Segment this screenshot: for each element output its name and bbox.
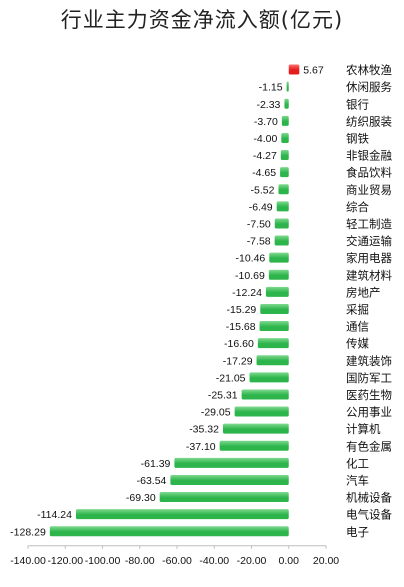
bar-8 [276,201,289,212]
x-tick-label-5: -40.00 [199,555,229,567]
category-label-9: 轻工制造 [346,217,392,231]
value-label-17: -17.29 [223,355,253,367]
bar-10 [274,235,289,246]
value-label-24: -63.54 [137,475,167,487]
bar-4 [281,132,289,143]
value-label-14: -15.29 [226,304,256,316]
bar-0 [288,64,300,75]
bar-20 [234,406,289,417]
category-label-0: 农林牧渔 [346,63,392,77]
value-label-1: -1.15 [259,82,283,94]
bar-15 [259,321,289,332]
bar-1 [286,81,289,92]
x-tick-label-2: -100.00 [85,555,121,567]
bar-26 [75,509,289,520]
bar-7 [278,184,289,195]
bar-27 [49,526,289,537]
value-label-8: -6.49 [249,201,273,213]
value-label-27: -128.29 [10,526,46,538]
bar-18 [249,372,289,383]
category-label-15: 通信 [346,320,369,334]
category-label-6: 食品饮料 [346,166,392,180]
bar-24 [170,474,289,485]
category-label-16: 传媒 [346,337,369,351]
bar-21 [222,423,289,434]
x-tick-label-1: -120.00 [47,555,83,567]
value-label-22: -37.10 [186,441,216,453]
value-label-11: -10.46 [235,253,265,265]
category-label-7: 商业贸易 [346,183,392,197]
category-label-1: 休闲服务 [346,80,392,94]
value-label-18: -21.05 [216,372,246,384]
value-label-26: -114.24 [37,509,72,521]
value-label-4: -4.00 [253,133,277,145]
value-label-15: -15.68 [226,321,256,333]
category-label-20: 公用事业 [346,405,392,419]
category-label-14: 采掘 [346,302,369,316]
bar-3 [281,115,289,126]
value-label-25: -69.30 [126,492,156,504]
value-label-7: -5.52 [251,184,275,196]
value-label-23: -61.39 [141,458,171,470]
bar-23 [174,457,289,468]
category-label-10: 交通运输 [346,234,392,248]
bar-22 [219,440,289,451]
bar-11 [269,252,289,263]
category-label-23: 化工 [346,456,369,470]
category-label-5: 非银金融 [346,149,392,163]
bar-19 [241,389,289,400]
value-label-9: -7.50 [247,218,271,230]
category-label-12: 建筑材料 [346,268,392,282]
category-label-27: 电子 [346,525,369,539]
bar-6 [280,167,289,178]
category-label-3: 纺织服装 [346,114,392,128]
bar-17 [256,355,289,366]
bar-16 [257,338,289,349]
x-tick-label-8: 20.00 [313,555,339,567]
category-label-4: 钢铁 [346,131,369,145]
category-label-8: 综合 [346,200,369,214]
category-label-19: 医药生物 [346,388,392,402]
category-label-22: 有色金属 [346,439,392,453]
value-label-16: -16.60 [224,338,254,350]
x-axis: -140.00 -120.00 -100.00 -80.00 -60.00 -40.00-… [10,545,339,567]
value-label-20: -29.05 [201,407,231,419]
bar-14 [260,303,289,314]
category-label-17: 建筑装饰 [346,354,392,368]
value-label-21: -35.32 [189,424,219,436]
category-label-11: 家用电器 [346,251,392,265]
value-label-2: -2.33 [256,99,280,111]
labels-layer: 5.67 农林牧渔 -1.15 休闲服务 -2.33 银行 -3.70 纺织服装 -4.00 钢铁… [10,63,392,539]
bar-12 [268,269,289,280]
bar-5 [280,150,289,161]
bar-9 [274,218,289,229]
value-label-3: -3.70 [254,116,278,128]
category-label-2: 银行 [346,97,369,111]
category-label-18: 国防军工 [346,371,392,385]
value-label-13: -12.24 [232,287,262,299]
x-tick-label-0: -140.00 [10,555,46,567]
category-label-25: 机械设备 [346,491,392,505]
bar-13 [265,286,289,297]
bar-25 [159,492,289,503]
x-tick-label-7: 0.00 [279,555,300,567]
bar-2 [284,98,289,109]
value-label-12: -10.69 [235,270,265,282]
x-tick-label-6: -20.00 [237,555,267,567]
category-label-24: 汽车 [346,473,369,487]
value-label-0: 5.67 [303,65,324,77]
category-label-13: 房地产 [346,285,381,299]
chart-title: 行业主力资金净流入额(亿元) [60,8,344,32]
category-label-26: 电气设备 [346,508,392,522]
value-label-10: -7.58 [247,236,271,248]
value-label-19: -25.31 [208,389,238,401]
bars-layer [49,64,300,537]
x-tick-label-4: -60.00 [162,555,192,567]
category-label-21: 计算机 [346,422,381,436]
x-tick-label-3: -80.00 [125,555,155,567]
value-label-6: -4.65 [252,167,276,179]
value-label-5: -4.27 [253,150,277,162]
